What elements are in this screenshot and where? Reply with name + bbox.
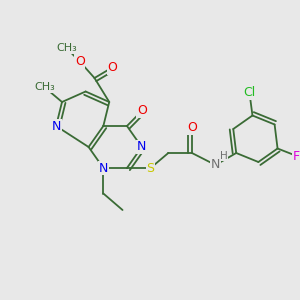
Text: Cl: Cl xyxy=(243,86,256,100)
Text: F: F xyxy=(293,149,300,163)
Text: N: N xyxy=(211,158,220,172)
Text: O: O xyxy=(137,104,147,118)
Text: O: O xyxy=(107,61,117,74)
Text: CH₃: CH₃ xyxy=(56,43,77,53)
Text: N: N xyxy=(137,140,146,154)
Text: N: N xyxy=(99,161,108,175)
Text: N: N xyxy=(51,119,61,133)
Text: H: H xyxy=(220,151,228,161)
Text: O: O xyxy=(187,121,197,134)
Text: CH₃: CH₃ xyxy=(34,82,55,92)
Text: O: O xyxy=(75,55,85,68)
Text: S: S xyxy=(147,161,154,175)
